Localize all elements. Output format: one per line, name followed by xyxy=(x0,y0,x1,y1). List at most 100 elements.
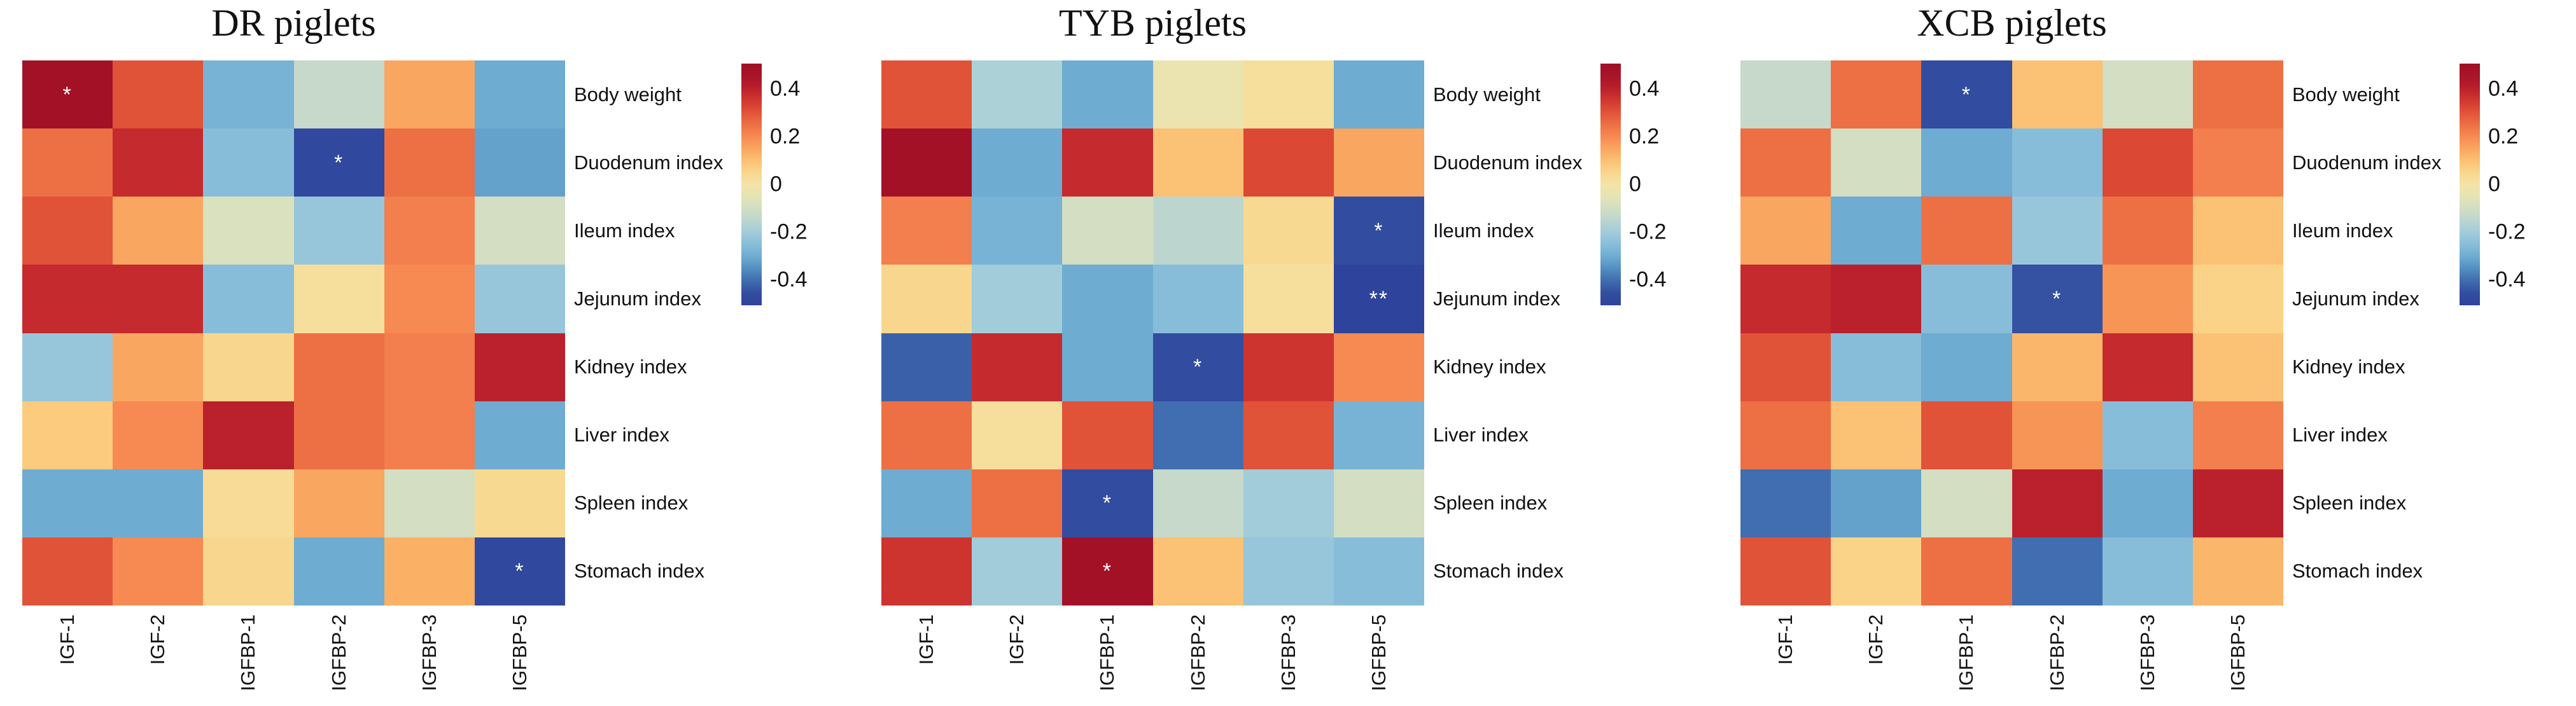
heatmap-cell xyxy=(1740,60,1831,129)
panel-xcb: XCB piglets * * Body weight Duodenum index… xyxy=(1718,0,2576,706)
heatmap-cell xyxy=(1921,469,2012,537)
row-label: Stomach index xyxy=(2292,560,2423,583)
col-label: IGFBP-3 xyxy=(2136,614,2159,691)
heatmap-cell xyxy=(474,401,565,469)
significance-marker: * xyxy=(62,82,73,107)
row-label: Duodenum index xyxy=(2292,151,2442,174)
colorbar-tick-label: 0 xyxy=(1629,172,1641,197)
heatmap-cell xyxy=(881,333,972,401)
row-label: Duodenum index xyxy=(1433,151,1583,174)
colorbar-tick-label: 0 xyxy=(2488,172,2500,197)
col-label: IGFBP-1 xyxy=(1096,614,1119,691)
heatmap-cell xyxy=(1333,60,1424,129)
heatmap-cell xyxy=(1062,265,1153,333)
row-label: Liver index xyxy=(574,424,669,446)
col-label: IGFBP-5 xyxy=(508,614,531,691)
heatmap-cell xyxy=(1152,469,1243,537)
heatmap-cell xyxy=(2102,265,2193,333)
heatmap-cell xyxy=(1831,469,1922,537)
heatmap-cell xyxy=(1921,401,2012,469)
heatmap-cell xyxy=(1333,537,1424,606)
heatmap-cell xyxy=(1152,265,1243,333)
row-label: Liver index xyxy=(1433,424,1529,446)
row-label: Body weight xyxy=(2292,83,2400,106)
row-label: Ileum index xyxy=(2292,219,2393,242)
heatmap-cell xyxy=(2102,60,2193,129)
colorbar-tick-label: -0.4 xyxy=(770,267,808,292)
heatmap-cell xyxy=(384,265,475,333)
heatmap-cell xyxy=(113,128,204,197)
heatmap-cell xyxy=(2192,333,2283,401)
heatmap-cell xyxy=(1740,469,1831,537)
heatmap-cell xyxy=(2012,197,2103,265)
significance-marker: * xyxy=(1961,82,1972,107)
heatmap-cell xyxy=(203,469,294,537)
colorbar-tick-label: -0.4 xyxy=(2488,267,2526,292)
significance-marker: ** xyxy=(1369,286,1389,311)
colorbar-tick-label: 0.4 xyxy=(2488,76,2519,100)
row-label: Body weight xyxy=(1433,83,1541,106)
row-label: Jejunum index xyxy=(2292,287,2419,310)
heatmap-cell xyxy=(293,265,384,333)
heatmap-cell xyxy=(1333,469,1424,537)
heatmap-cell xyxy=(2192,128,2283,197)
heatmap-cell xyxy=(1831,537,1922,606)
heatmap-cell xyxy=(293,401,384,469)
heatmap-cell xyxy=(881,469,972,537)
heatmap-cell xyxy=(972,128,1063,197)
heatmap-cell xyxy=(203,537,294,606)
heatmap-cell xyxy=(2102,469,2193,537)
heatmap-cell: * xyxy=(474,537,565,606)
heatmap-cell xyxy=(113,537,204,606)
heatmap-cell: * xyxy=(1152,333,1243,401)
heatmap-cell xyxy=(1062,128,1153,197)
heatmap-cell xyxy=(1831,333,1922,401)
colorbar-tick-label: 0.4 xyxy=(1629,76,1660,100)
heatmap-cell xyxy=(881,197,972,265)
colorbar-tick-label: 0.4 xyxy=(770,76,801,100)
heatmap-cell xyxy=(881,537,972,606)
heatmap-cell xyxy=(1333,401,1424,469)
heatmap-cell xyxy=(22,469,113,537)
heatmap-cell xyxy=(474,469,565,537)
heatmap-cell: * xyxy=(293,128,384,197)
heatmap-cell: ** xyxy=(1333,265,1424,333)
heatmap-cell xyxy=(384,333,475,401)
colorbar-tick-label: 0.2 xyxy=(1629,124,1660,149)
heatmap-cell xyxy=(881,401,972,469)
heatmap-cell xyxy=(1152,60,1243,129)
heatmap-cell xyxy=(384,469,475,537)
heatmap-grid: * * xyxy=(1740,60,2283,606)
heatmap-cell: * xyxy=(1921,60,2012,129)
heatmap-cell xyxy=(2192,60,2283,129)
heatmap-cell xyxy=(1740,265,1831,333)
heatmap-cell xyxy=(1831,128,1922,197)
row-label: Spleen index xyxy=(574,492,689,515)
col-label: IGFBP-1 xyxy=(1955,614,1978,691)
heatmap-cell xyxy=(2192,265,2283,333)
heatmap-cell xyxy=(1062,401,1153,469)
heatmap-cell: * xyxy=(1062,469,1153,537)
significance-marker: * xyxy=(333,150,344,175)
row-label: Kidney index xyxy=(1433,356,1546,378)
row-label: Duodenum index xyxy=(574,151,724,174)
heatmap-cell xyxy=(1740,537,1831,606)
colorbar xyxy=(2460,64,2480,305)
row-label: Body weight xyxy=(574,83,682,106)
heatmap-cell xyxy=(22,197,113,265)
heatmap-cell xyxy=(2012,401,2103,469)
heatmap-cell xyxy=(1921,333,2012,401)
heatmap-cell xyxy=(2102,333,2193,401)
heatmap-cell xyxy=(293,60,384,129)
heatmap-cell xyxy=(203,60,294,129)
heatmap-cell xyxy=(1333,333,1424,401)
row-label: Liver index xyxy=(2292,424,2388,446)
heatmap-cell xyxy=(1921,197,2012,265)
col-label: IGFBP-3 xyxy=(417,614,440,691)
heatmap-cell xyxy=(474,197,565,265)
heatmap-cell xyxy=(474,333,565,401)
col-label: IGFBP-5 xyxy=(1367,614,1390,691)
significance-marker: * xyxy=(1102,491,1113,516)
heatmap-cell xyxy=(384,401,475,469)
